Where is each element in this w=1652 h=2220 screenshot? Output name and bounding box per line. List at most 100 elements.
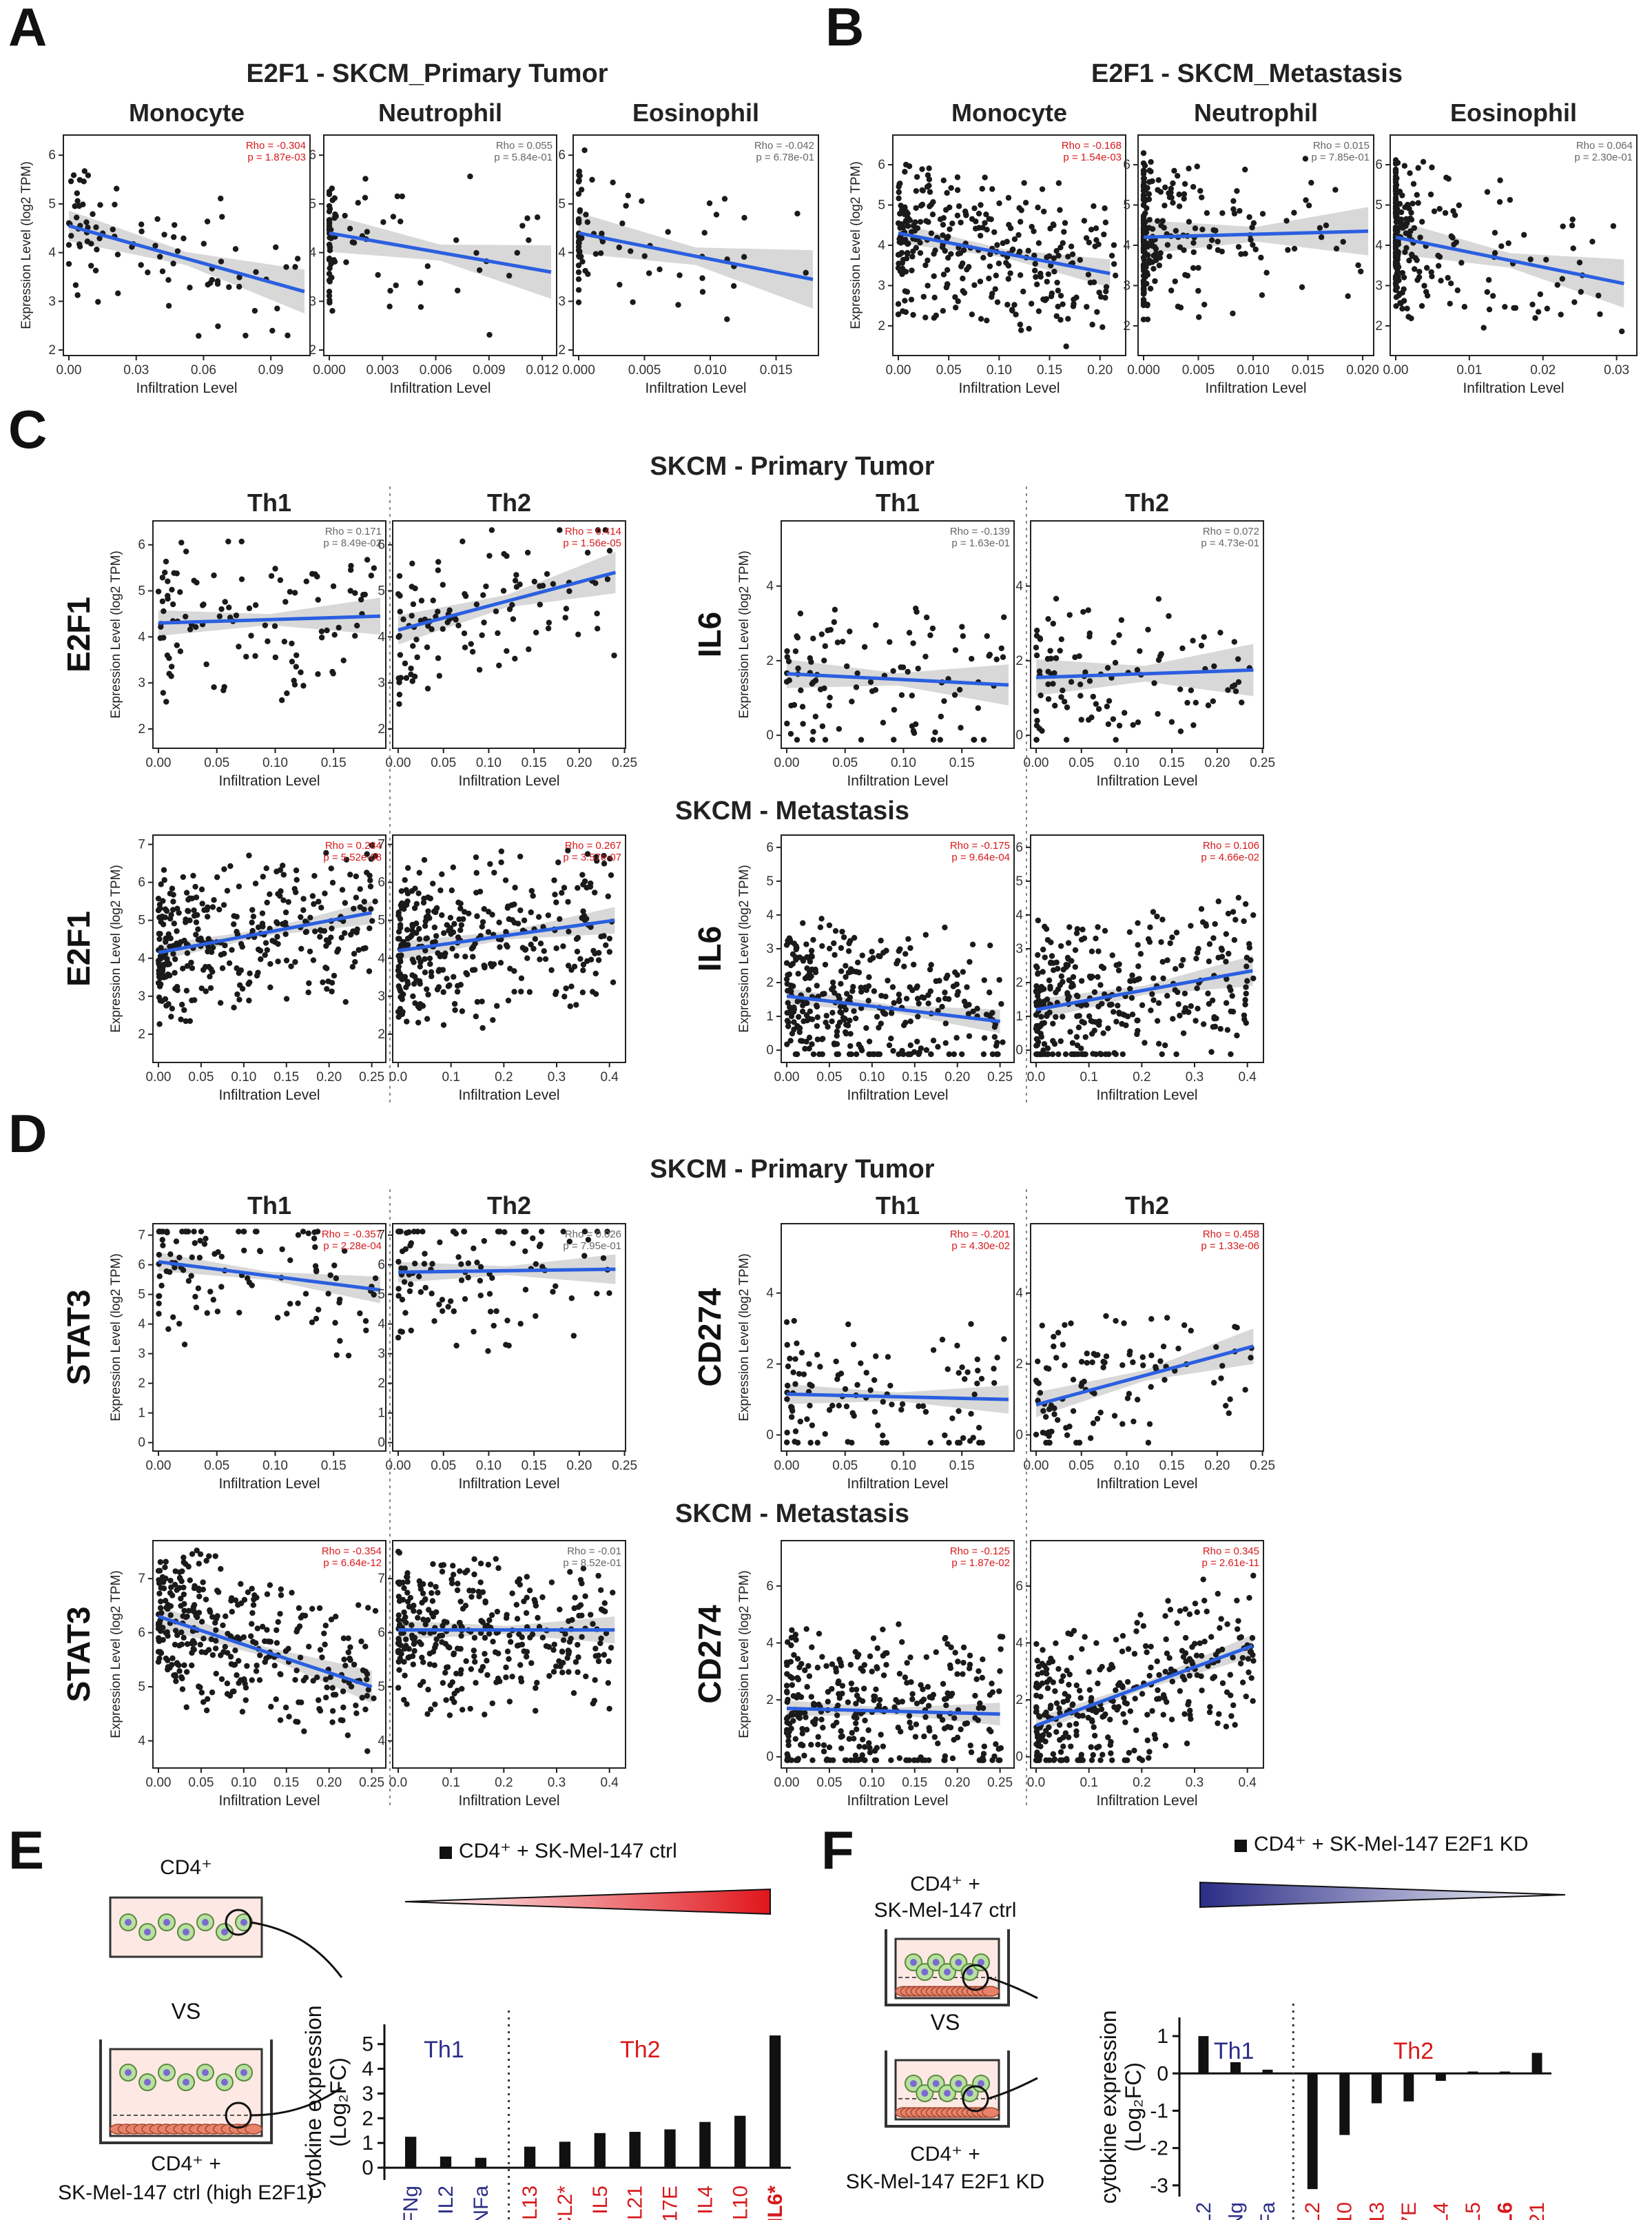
data-point xyxy=(1035,1397,1041,1404)
data-point xyxy=(347,872,353,878)
data-point xyxy=(327,244,333,251)
data-point xyxy=(1196,314,1202,320)
data-point xyxy=(1190,240,1197,246)
data-point xyxy=(185,907,191,914)
data-point xyxy=(214,280,221,287)
p-value: p = 4.66e-02 xyxy=(1201,852,1259,863)
data-point xyxy=(160,921,167,927)
data-point xyxy=(945,996,952,1003)
gene-label: CD274 xyxy=(692,1288,727,1387)
data-point xyxy=(902,212,908,218)
data-point xyxy=(582,1593,588,1599)
data-point xyxy=(161,608,167,615)
data-point xyxy=(1017,272,1024,278)
data-point xyxy=(1447,300,1453,307)
data-point xyxy=(94,246,100,253)
data-point xyxy=(218,258,225,265)
data-point xyxy=(1198,906,1205,912)
data-point xyxy=(989,186,995,192)
data-point xyxy=(1172,965,1179,972)
data-point xyxy=(409,932,415,938)
data-point xyxy=(271,1663,278,1669)
data-point xyxy=(590,1621,596,1627)
data-point xyxy=(1259,211,1266,217)
data-point xyxy=(837,1009,843,1016)
data-point xyxy=(1047,648,1053,654)
y-tick-label: 6 xyxy=(378,538,385,553)
data-point xyxy=(1040,1002,1046,1008)
data-point xyxy=(183,1018,189,1025)
data-point xyxy=(420,1616,426,1623)
data-point xyxy=(113,185,120,192)
data-point xyxy=(176,1575,183,1581)
data-point xyxy=(902,951,909,957)
data-point xyxy=(583,1673,589,1680)
data-point xyxy=(860,1685,867,1692)
data-point xyxy=(417,1289,424,1295)
y-tick-label: 0 xyxy=(1015,1428,1023,1443)
x-tick-label: 0.10 xyxy=(231,1070,256,1085)
data-point xyxy=(1218,1616,1224,1622)
data-point xyxy=(446,1645,453,1651)
data-point xyxy=(165,1326,172,1333)
data-point xyxy=(575,239,582,246)
data-point xyxy=(1009,307,1015,313)
data-point xyxy=(810,1051,817,1058)
data-point xyxy=(158,881,164,887)
data-point xyxy=(1416,269,1423,275)
data-point xyxy=(164,1229,170,1236)
data-point xyxy=(163,938,169,945)
x-tick-label: 0.25 xyxy=(359,1070,384,1085)
data-point xyxy=(401,1585,407,1592)
data-point xyxy=(949,1415,956,1421)
data-point xyxy=(1044,1011,1051,1018)
data-point xyxy=(439,1308,446,1315)
data-point xyxy=(509,1674,515,1680)
regression-line xyxy=(397,1267,616,1274)
data-point xyxy=(398,1265,404,1271)
data-point xyxy=(563,985,569,991)
data-point xyxy=(271,938,278,945)
data-point xyxy=(372,1607,379,1614)
x-axis-label: Infiltration Level xyxy=(847,1476,948,1492)
data-point xyxy=(1558,311,1564,318)
data-point xyxy=(568,983,575,989)
data-point xyxy=(904,251,911,257)
data-point xyxy=(592,1677,598,1683)
data-point xyxy=(581,1253,588,1259)
data-point xyxy=(496,662,502,668)
data-point xyxy=(896,1621,902,1627)
data-point xyxy=(1291,245,1298,252)
data-point xyxy=(1149,991,1155,997)
data-point xyxy=(457,1599,464,1605)
data-point xyxy=(1173,1051,1179,1058)
data-point xyxy=(998,1646,1004,1652)
data-point xyxy=(560,943,566,949)
data-point xyxy=(895,311,902,318)
data-point xyxy=(820,1725,826,1731)
data-point xyxy=(1160,975,1166,982)
data-point xyxy=(505,997,512,1004)
data-point xyxy=(1033,633,1040,639)
data-point xyxy=(784,648,790,655)
data-point xyxy=(588,956,595,963)
data-point xyxy=(482,965,488,971)
data-point xyxy=(559,1669,566,1676)
data-point xyxy=(910,961,917,968)
x-tick-label: 0.05 xyxy=(832,756,858,770)
data-point xyxy=(899,1401,906,1408)
data-point xyxy=(506,1342,512,1349)
data-point xyxy=(1166,190,1172,196)
data-point xyxy=(907,945,913,952)
data-point xyxy=(907,1051,914,1058)
data-point xyxy=(1066,977,1073,983)
data-point xyxy=(212,1645,219,1652)
data-point xyxy=(843,991,850,997)
data-point xyxy=(181,937,187,944)
data-point xyxy=(1177,1012,1183,1019)
data-point xyxy=(404,865,411,871)
y-tick-label: 1 xyxy=(766,1009,774,1024)
data-point xyxy=(395,1293,402,1299)
data-point xyxy=(518,975,525,982)
